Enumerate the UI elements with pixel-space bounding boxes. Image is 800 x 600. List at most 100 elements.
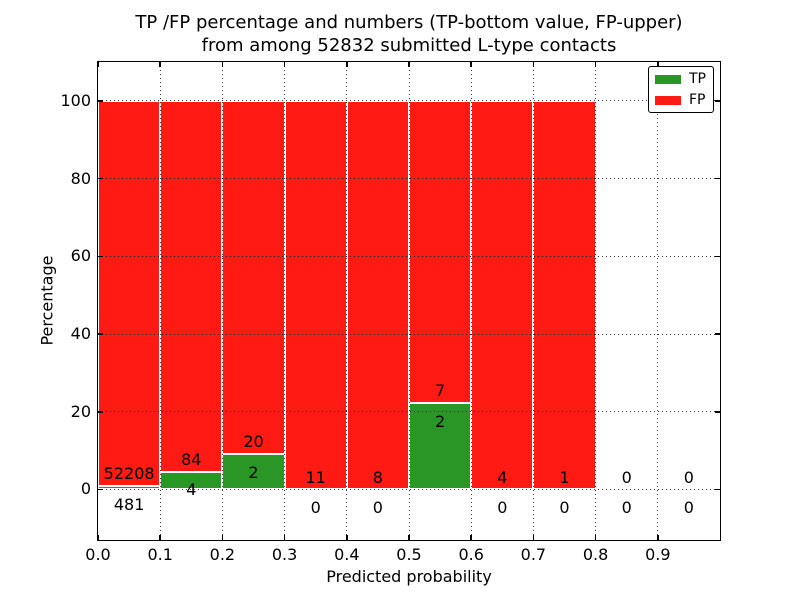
fp-count-label: 8 [372,467,383,487]
gridline-y [98,333,720,335]
fp-count-label: 1 [559,467,570,487]
legend-item-tp: TP [655,72,707,86]
fp-legend-swatch [655,95,681,105]
x-tick-label: 0.7 [520,545,547,564]
tick-mark [715,333,720,335]
x-tick-label: 0.6 [458,545,484,564]
tick-mark [159,535,161,540]
gridline-x [470,62,472,540]
x-tick-label: 0.2 [209,545,236,564]
y-axis-label: Percentage [37,255,57,346]
fp-count-label: 0 [683,467,694,487]
fp-bar [98,100,161,486]
tick-mark [159,62,161,67]
tp-count-label: 0 [497,498,508,518]
gridline-x [284,62,286,540]
gridline-x [159,62,161,540]
gridline-y [98,100,720,102]
gridline-x [221,62,223,540]
y-tick-label: 60 [70,246,91,266]
tick-mark [98,488,103,491]
fp-count-label: 52208 [103,464,155,484]
gridline-x [595,62,597,540]
tick-mark [98,411,103,413]
tp-count-label: 0 [559,498,570,518]
chart-title: TP /FP percentage and numbers (TP-bottom… [9,11,800,57]
fp-count-label: 0 [621,467,632,487]
tp-legend-label: TP [689,71,706,87]
tick-mark [221,62,224,67]
legend-item-fp: FP [655,93,707,107]
tick-mark [470,62,472,67]
fp-bar [471,100,534,490]
x-tick-label: 0.9 [645,545,671,564]
tp-bar [222,454,285,490]
x-axis-label: Predicted probability [326,567,492,586]
tp-count-label: 4 [186,480,197,500]
y-tick-label: 100 [60,90,91,110]
tp-bar [409,403,472,490]
tick-mark [470,535,472,540]
tick-mark [97,535,99,540]
chart-title-line2: from among 52832 submitted L-type contac… [201,35,617,56]
tick-mark [715,100,720,102]
fp-count-label: 11 [305,467,326,487]
plot-area: 52208 481 84 4 20 2 11 0 8 0 7 2 4 0 1 0 0 0 0 0 [97,61,721,541]
gridline-x [532,62,534,540]
fp-legend-label: FP [689,92,706,108]
fp-bar [160,100,223,472]
tick-mark [594,535,597,540]
tick-mark [715,255,720,258]
y-tick-label: 80 [70,168,91,188]
tp-count-label: 481 [113,494,145,514]
tick-mark [346,62,348,67]
x-tick-label: 0.1 [147,545,173,564]
tp-count-label: 0 [621,498,632,518]
gridline-x [408,62,410,540]
x-tick-label: 0.5 [396,545,422,564]
tick-mark [715,177,720,180]
tick-mark [532,62,535,67]
gridline-y [98,411,720,413]
y-tick-label: 40 [70,324,91,344]
fp-count-label: 4 [497,467,508,487]
chart-title-line1: TP /FP percentage and numbers (TP-bottom… [135,12,683,33]
legend: TP FP [648,66,714,113]
tick-mark [408,62,410,67]
tick-mark [98,333,103,335]
x-tick-label: 0.3 [271,545,298,564]
x-tick-label: 0.4 [334,545,360,564]
gridline-y [98,178,720,180]
tick-mark [715,411,720,413]
tick-mark [532,535,535,540]
fp-bar [346,100,409,490]
tp-count-label: 0 [310,498,321,518]
tp-count-label: 0 [372,498,383,518]
gridline-x [657,62,659,540]
tick-mark [98,100,103,102]
tick-mark [594,62,597,67]
tick-mark [715,488,720,491]
gridline-x [346,62,348,540]
fp-bar [533,100,596,490]
gridline-y [98,255,720,257]
fp-bar [409,100,472,404]
tick-mark [346,535,348,540]
y-tick-label: 20 [70,401,91,421]
x-tick-label: 0.0 [85,545,111,564]
tick-mark [221,535,224,540]
tick-mark [657,535,659,540]
tick-mark [97,62,99,67]
fp-bar [222,100,285,455]
tp-count-label: 2 [435,411,446,431]
tick-mark [98,177,103,180]
tp-count-label: 2 [248,462,259,482]
tick-mark [408,535,410,540]
y-tick-label: 0 [80,479,91,499]
gridline-y [98,488,720,490]
tp-count-label: 0 [683,498,694,518]
tick-mark [98,255,103,258]
fp-bar [284,100,347,490]
x-tick-label: 0.8 [582,545,609,564]
